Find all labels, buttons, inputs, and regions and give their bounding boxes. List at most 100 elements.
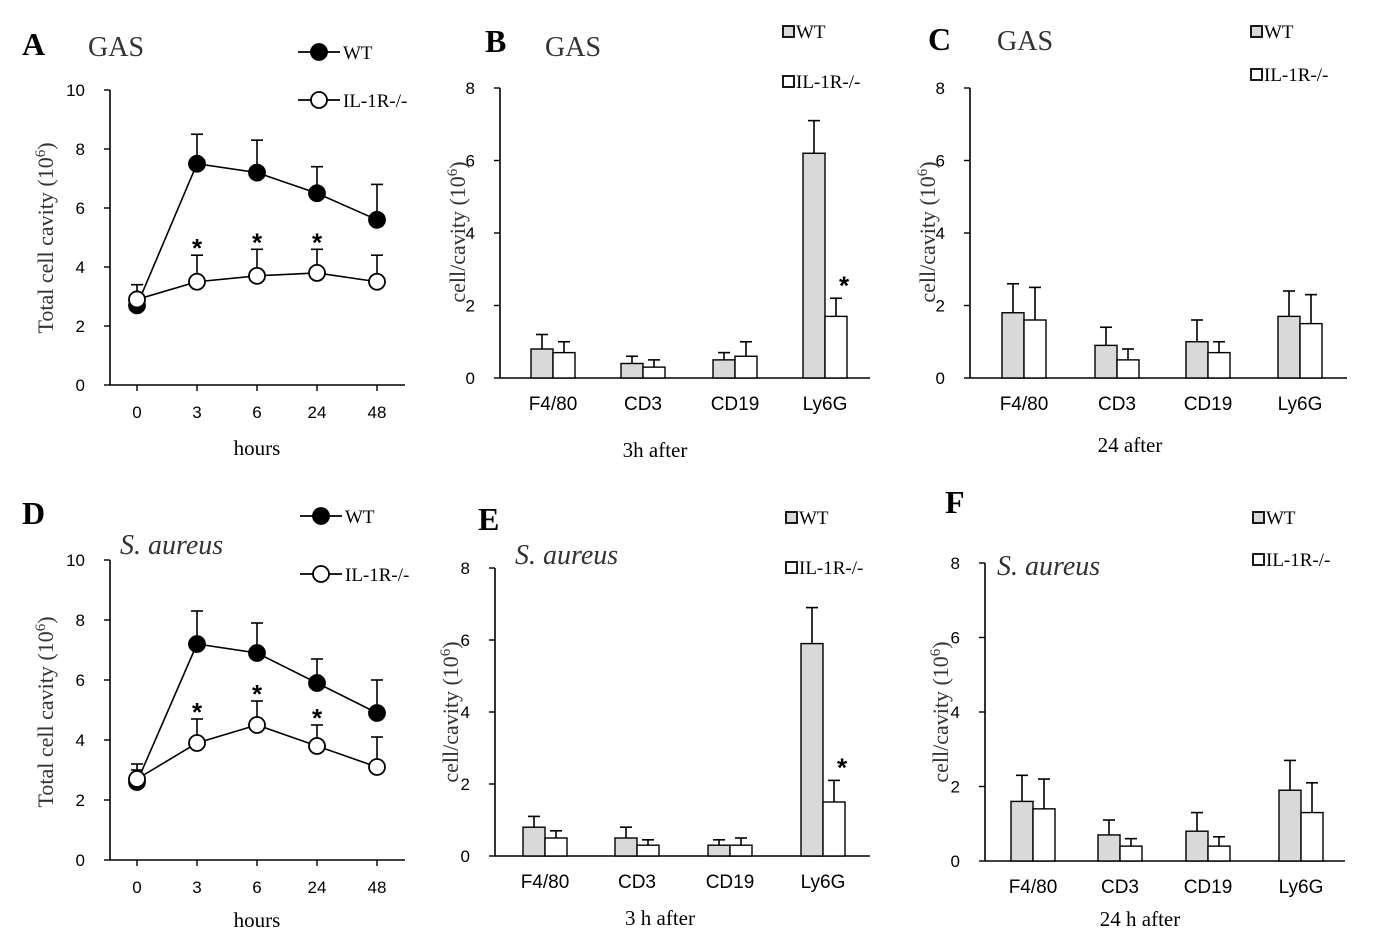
panel-f-category-label-0: F4/80	[1009, 877, 1058, 898]
panel-b-category-label-3: Ly6G	[803, 394, 848, 415]
panel-e-bar-0-0	[522, 826, 546, 857]
panel-d-series-0-point-4	[368, 704, 386, 722]
panel-c-bar-1-0	[1023, 319, 1047, 379]
panel-c-title: GAS	[997, 26, 1053, 57]
panel-a-ytick-label-2: 4	[76, 258, 85, 277]
panel-a-series-1-point-4	[368, 272, 386, 291]
panel-d-ytick-label-3: 6	[76, 671, 85, 690]
panel-c-ytick-label-1: 2	[936, 297, 945, 316]
panel-a-legend-marker-1	[310, 91, 328, 109]
panel-b-xlabel: 3h after	[623, 438, 688, 462]
panel-c-letter: C	[928, 21, 951, 57]
panel-b-bar-1-3	[824, 315, 848, 379]
panel-a-legend-marker-0	[310, 43, 328, 61]
panel-e-legend-label-1: IL-1R-/-	[799, 558, 863, 579]
panel-e-bar-0-1	[614, 837, 638, 857]
panel-d-legend-marker-0	[312, 507, 330, 525]
panel-a-series-0-point-4	[368, 210, 386, 229]
panel-b-legend-label-0: WT	[796, 22, 826, 43]
panel-e-category-label-3: Ly6G	[801, 872, 846, 893]
panel-c-category-label-3: Ly6G	[1278, 394, 1323, 415]
panel-b-bar-0-2	[712, 359, 736, 379]
panel-d-ytick-label-0: 0	[76, 851, 85, 870]
panel-d-series-1-point-3	[308, 737, 326, 755]
panel-b-category-label-1: CD3	[624, 394, 662, 415]
panel-b-letter: B	[485, 23, 506, 59]
panel-d-title: S. aureus	[120, 530, 223, 561]
panel-b-legend-label-1: IL-1R-/-	[796, 72, 860, 93]
panel-d-series-1-point-0	[128, 770, 146, 788]
panel-e-bar-0-2	[707, 844, 731, 857]
panel-e-category-label-1: CD3	[618, 872, 656, 893]
panel-a-ytick-label-5: 10	[66, 81, 85, 100]
panel-f-bar-1-2	[1207, 845, 1231, 862]
panel-e-ytick-label-3: 6	[461, 631, 470, 650]
panel-f-letter: F	[945, 484, 965, 520]
panel-d-xtick-label-4: 48	[368, 878, 387, 897]
panel-a-letter: A	[22, 26, 45, 62]
panel-f-bar-0-2	[1185, 830, 1209, 862]
panel-a-series-1-point-2	[248, 266, 266, 285]
panel-d-xtick-label-0: 0	[132, 878, 141, 897]
panel-a-significance-2: *	[312, 227, 323, 257]
panel-b-legend-swatch-1	[782, 75, 795, 88]
panel-f-category-label-1: CD3	[1101, 877, 1139, 898]
panel-a-ytick-label-0: 0	[76, 376, 85, 395]
panel-b-category-label-2: CD19	[711, 394, 760, 415]
panel-d-xtick-label-3: 24	[308, 878, 327, 897]
panel-b-significance-0: *	[839, 270, 850, 300]
panel-c-legend-label-0: WT	[1264, 22, 1294, 43]
panel-e-legend-swatch-0	[785, 511, 798, 524]
panel-e-legend-label-0: WT	[799, 508, 829, 529]
panel-f-ytick-label-2: 4	[951, 703, 960, 722]
panel-e-category-label-2: CD19	[706, 872, 755, 893]
panel-a-series-0-point-3	[308, 184, 326, 203]
panel-f-category-label-3: Ly6G	[1279, 877, 1324, 898]
panel-c-legend-swatch-1	[1250, 68, 1263, 81]
panel-d-ylabel: Total cell cavity (106)	[33, 616, 58, 807]
panel-b-bar-1-2	[734, 355, 758, 379]
panel-b-legend-swatch-0	[782, 25, 795, 38]
panel-c-bar-1-3	[1299, 322, 1323, 379]
panel-d-ytick-label-5: 10	[66, 551, 85, 570]
panel-f-bar-0-1	[1097, 834, 1121, 862]
panel-e-title: S. aureus	[515, 540, 618, 571]
panel-f-ylabel: cell/cavity (106)	[928, 641, 953, 782]
panel-c-category-label-0: F4/80	[1000, 394, 1049, 415]
panel-d-legend-label-1: IL-1R-/-	[345, 565, 409, 586]
panel-f-ytick-label-4: 8	[951, 554, 960, 573]
panel-b-ytick-label-4: 8	[466, 79, 475, 98]
panel-f-ytick-label-0: 0	[951, 852, 960, 871]
panel-f-bar-0-3	[1278, 789, 1302, 862]
panel-a-xtick-label-0: 0	[132, 403, 141, 422]
panel-a-series-1-point-3	[308, 263, 326, 282]
panel-d-legend-label-0: WT	[345, 507, 375, 528]
panel-a-legend-label-1: IL-1R-/-	[343, 91, 407, 112]
panel-c-ytick-label-4: 8	[936, 79, 945, 98]
panel-b-ylabel: cell/cavity (106)	[445, 161, 470, 302]
panel-c-legend-label-1: IL-1R-/-	[1264, 65, 1328, 86]
panel-f-category-label-2: CD19	[1184, 877, 1233, 898]
panel-d-series-0-point-1	[188, 635, 206, 653]
panel-b-bar-0-0	[530, 348, 554, 379]
panel-c-ytick-label-0: 0	[936, 369, 945, 388]
panel-b-ytick-label-2: 4	[466, 224, 475, 243]
panel-e-category-label-0: F4/80	[521, 872, 570, 893]
panel-f-ytick-label-1: 2	[951, 778, 960, 797]
panel-d-xtick-label-2: 6	[252, 878, 261, 897]
panel-e-bar-1-2	[729, 844, 753, 857]
panel-f-bar-1-3	[1300, 811, 1324, 862]
panel-f-title: S. aureus	[997, 551, 1100, 582]
panel-b-category-label-0: F4/80	[529, 394, 578, 415]
panel-c-category-label-1: CD3	[1098, 394, 1136, 415]
panel-f-legend-swatch-1	[1252, 553, 1265, 566]
panel-a-ytick-label-1: 2	[76, 317, 85, 336]
panel-b-ytick-label-1: 2	[466, 297, 475, 316]
panel-c-ylabel: cell/cavity (106)	[915, 161, 940, 302]
panel-b-ytick-label-3: 6	[466, 152, 475, 171]
panel-e-bar-1-0	[544, 837, 568, 857]
panel-e-legend-swatch-1	[785, 561, 798, 574]
panel-d-ytick-label-1: 2	[76, 791, 85, 810]
panel-d-letter: D	[22, 495, 45, 531]
